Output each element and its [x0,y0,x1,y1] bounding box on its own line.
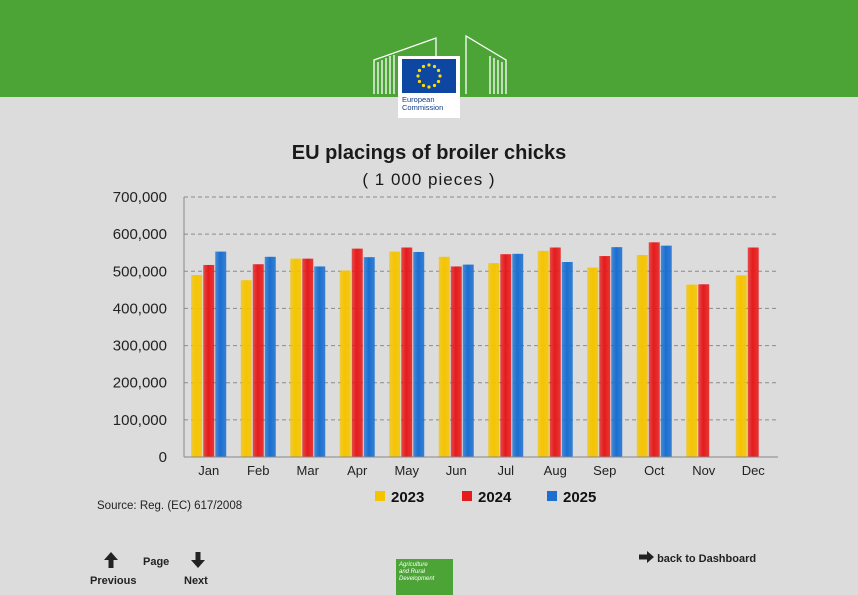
flag-star [421,83,426,88]
bar-2023-may [389,251,401,457]
flag-star [421,64,426,69]
logo-line-1: European [402,95,435,104]
x-tick-label: Sep [593,463,616,478]
y-tick-label: 100,000 [113,412,167,429]
x-tick-label: Mar [297,463,320,478]
legend-label-2025: 2025 [563,489,596,506]
x-tick-label: Oct [644,463,665,478]
legend-swatch-2023 [375,491,385,501]
y-tick-label: 500,000 [113,263,167,280]
x-tick-label: May [394,463,419,478]
bar-2023-jan [191,275,203,457]
back-to-dashboard-link[interactable]: back to Dashboard [639,551,756,565]
bar-2024-may [401,247,413,457]
dashboard-label: back to Dashboard [657,553,757,565]
bar-2024-aug [549,247,561,457]
bar-2025-aug [561,262,573,457]
x-tick-label: Jul [497,463,514,478]
x-tick-label: Jan [198,463,219,478]
bar-2023-nov [686,284,698,457]
y-tick-label: 200,000 [113,375,167,392]
previous-link[interactable]: Previous [90,575,137,587]
bar-2023-jun [438,256,450,457]
flag-star [436,68,441,73]
bar-2025-mar [314,266,326,457]
legend-label-2024: 2024 [478,489,512,506]
badge-line-3: Development [399,576,435,582]
logo-line-2: Commission [402,103,444,112]
bar-2024-jan [203,264,215,457]
bar-2025-jun [462,264,474,457]
y-tick-label: 700,000 [113,189,167,206]
bar-2024-mar [302,258,314,457]
agriculture-badge: Agriculture and Rural Development [396,559,453,595]
source-note: Source: Reg. (EC) 617/2008 [97,500,243,512]
bar-2023-oct [636,254,648,457]
y-tick-label: 400,000 [113,300,167,317]
x-tick-label: Nov [692,463,716,478]
badge-line-1: Agriculture [399,562,428,568]
legend-swatch-2025 [547,491,557,501]
bar-2024-feb [252,264,264,457]
x-tick-label: Dec [742,463,766,478]
logo-text: European Commission [402,96,458,112]
commission-building-logo [373,34,507,94]
bar-2024-apr [351,248,363,457]
legend-label-2023: 2023 [391,489,424,506]
eu-flag-icon [402,59,456,93]
y-tick-label: 600,000 [113,226,167,243]
bar-2023-sep [587,267,599,457]
x-tick-label: Feb [247,463,269,478]
legend-swatch-2024 [462,491,472,501]
bar-2024-oct [648,242,660,457]
flag-star [417,68,422,73]
flag-star [438,74,442,78]
flag-star [427,63,431,67]
bar-2023-jul [488,263,500,457]
x-tick-label: Apr [347,463,368,478]
bar-2024-jun [450,266,462,457]
bar-2025-may [413,251,425,457]
previous-arrow-icon[interactable] [103,551,119,569]
bar-2023-aug [537,250,549,457]
bar-2025-oct [660,245,672,457]
bar-2024-jul [500,254,512,457]
page-label: Page [143,556,170,568]
right-arrow-icon [639,551,654,563]
flag-star [416,74,420,78]
bar-2023-dec [735,275,747,457]
bar-2025-apr [363,257,375,457]
x-tick-label: Aug [544,463,567,478]
badge-line-2: and Rural [399,569,426,575]
bar-2025-jan [215,251,227,457]
bar-2024-sep [599,256,611,457]
next-arrow-icon[interactable] [190,551,206,569]
bar-2023-mar [290,258,302,457]
bar-2023-feb [240,280,252,457]
chart-subtitle: ( 1 000 pieces ) [362,170,496,189]
x-tick-label: Jun [446,463,467,478]
flag-star [427,85,431,89]
bar-2025-jul [512,253,524,457]
bar-2024-nov [698,284,710,457]
y-tick-label: 0 [159,449,167,466]
bar-2025-sep [611,247,623,457]
flag-star [436,79,441,84]
flag-star [432,83,437,88]
bar-2024-dec [747,247,759,457]
flag-star [417,79,422,84]
chart-title: EU placings of broiler chicks [291,142,567,164]
y-tick-label: 300,000 [113,338,167,355]
flag-star [432,64,437,69]
next-link[interactable]: Next [184,575,208,587]
bar-2025-feb [264,256,276,457]
bar-2023-apr [339,270,351,457]
